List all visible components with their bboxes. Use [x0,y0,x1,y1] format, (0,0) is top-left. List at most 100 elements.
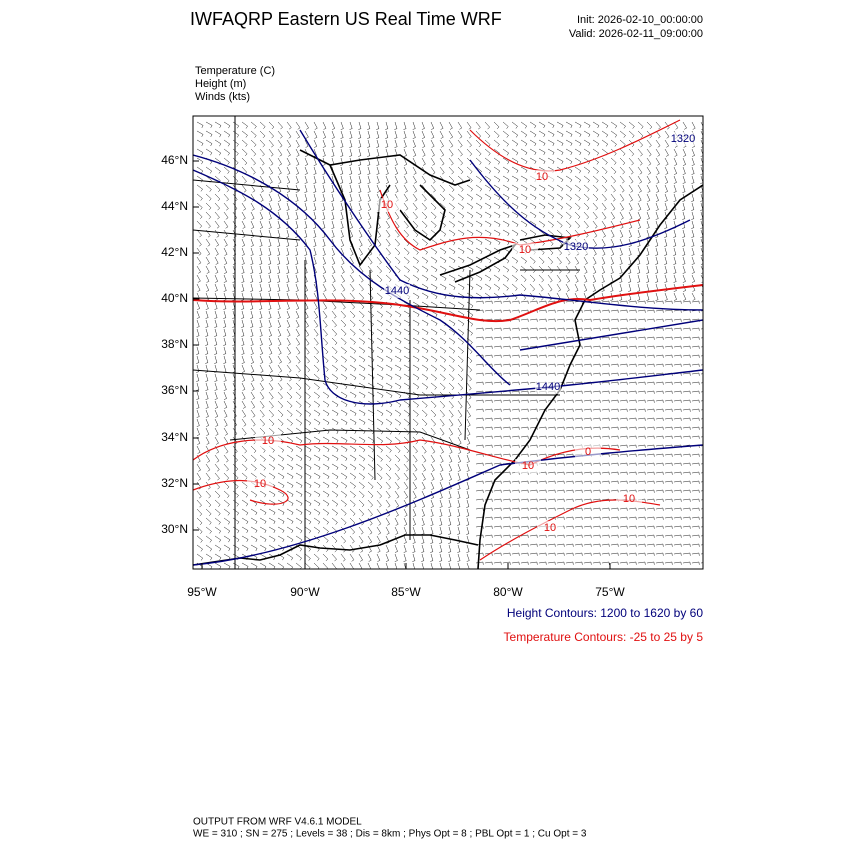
wind-barb [673,534,682,538]
wind-barb [646,453,655,457]
wind-barb [214,553,222,561]
wind-barb [394,382,402,390]
wind-barb [520,552,529,556]
wind-barb [610,525,619,529]
wind-barb [304,193,308,202]
wind-barb [529,372,538,376]
wind-barb [313,364,320,372]
wind-barb [394,463,401,472]
wind-barb [601,390,610,394]
wind-barb [565,274,571,283]
wind-barb [646,552,655,556]
wind-barb [214,499,221,507]
wind-barb [493,363,502,367]
wind-barb [637,184,642,193]
wind-barb [286,400,293,408]
wind-barb [304,184,308,193]
wind-barb [610,274,614,283]
wind-barb [466,283,474,291]
wind-barb [232,508,240,516]
wind-barb [313,490,321,498]
wind-barb [601,453,610,457]
wind-barb [430,292,438,300]
wind-barb [295,481,303,489]
wind-barb [646,220,650,229]
wind-barb [304,490,312,497]
wind-barb [340,373,348,381]
wind-barb [214,373,218,382]
wind-barb [664,184,668,193]
wind-barb [430,211,437,219]
wind-barb [484,139,491,147]
wind-barb [700,418,703,420]
wind-barb [646,390,655,394]
wind-barb [385,229,391,238]
wind-barb [700,490,703,492]
wind-barb [421,463,427,472]
wind-barb [628,274,632,283]
wind-barb [682,516,691,520]
wind-barb [286,364,292,373]
wind-barb [340,346,347,354]
wind-barb [430,220,437,228]
wind-barb [259,454,266,462]
wind-barb [493,292,500,300]
wind-barb [196,427,200,436]
wind-barb [538,363,547,367]
wind-barb [295,553,302,561]
wind-barb [475,363,484,367]
wind-barb [700,436,703,438]
wind-barb [565,372,574,376]
wind-barb [574,211,581,220]
wind-barb [511,139,519,147]
wind-barb [304,265,308,274]
wind-barb [304,319,309,328]
wind-barb [610,148,617,156]
wind-barb [574,121,582,129]
wind-barb [214,310,218,319]
wind-barb [277,283,281,292]
wind-barb [484,345,493,349]
wind-barb [646,283,650,292]
wind-barb [385,175,389,184]
wind-barb [313,139,318,148]
wind-barb [205,382,209,391]
wind-barb [412,445,418,454]
contour-label: 10 [519,244,531,256]
wind-barb [430,409,437,418]
wind-barb [583,327,592,331]
wind-barb [448,283,456,291]
wind-barb [664,193,668,202]
wind-barb [277,328,282,337]
wind-barb [394,517,399,526]
wind-barb [376,427,384,435]
contour-label: 10 [381,199,393,211]
wind-barb [322,409,330,417]
wind-barb [520,292,527,301]
wind-barb [448,481,452,490]
wind-barb [601,480,610,484]
wind-barb [313,526,321,534]
wind-barb [205,553,213,561]
wind-barb [196,148,204,156]
wind-barb [511,525,520,529]
wind-barb [493,435,502,439]
wind-barb [259,355,264,364]
wind-barb [511,292,518,300]
wind-barb [655,561,664,565]
wind-barb [295,139,300,148]
wind-barb [655,498,664,502]
wind-barb [655,435,664,439]
wind-barb [286,256,290,265]
wind-barb [520,525,529,529]
wind-barb [205,436,210,445]
wind-barb [259,265,263,274]
wind-barb [655,507,664,511]
wind-barb [394,400,402,408]
wind-barb [520,480,529,484]
wind-barb [691,238,695,247]
wind-barb [268,355,273,364]
wind-barb [232,490,239,498]
wind-barb [502,399,511,403]
